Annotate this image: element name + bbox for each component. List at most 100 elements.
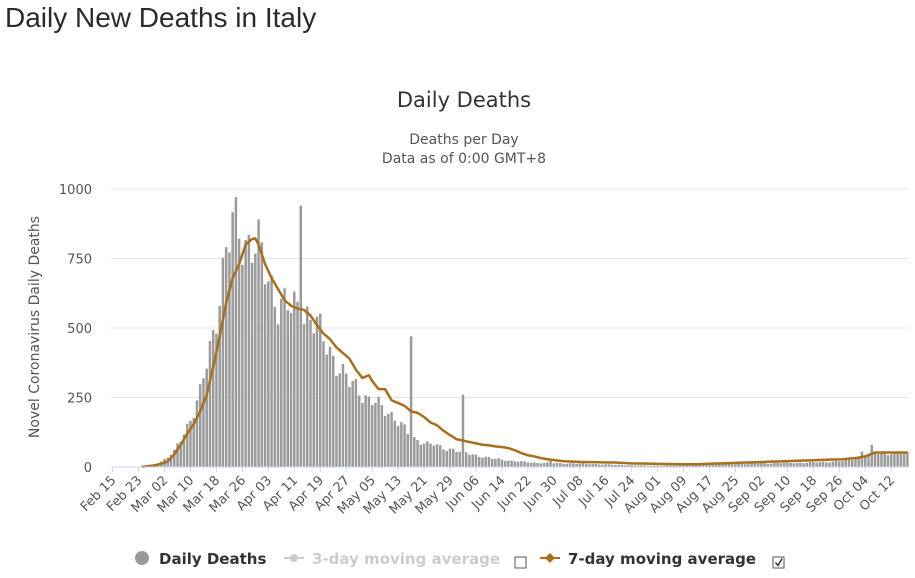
daily-deaths-bar [270,275,273,467]
daily-deaths-bar [464,452,468,467]
daily-deaths-bar [396,426,400,467]
daily-deaths-bar [205,368,208,467]
legend-7day-label: 7-day moving average [568,550,756,568]
daily-deaths-bar [176,443,179,467]
grid-layer: 0 250 500 750 1000 [59,183,909,476]
daily-deaths-bar [507,460,510,467]
daily-deaths-bar [889,454,893,467]
daily-deaths-bar [335,375,338,467]
daily-deaths-bar [685,465,689,467]
daily-deaths-bar [542,463,546,467]
daily-deaths-bar [695,465,698,467]
legend-item-7-day-average[interactable]: 7-day moving average [540,550,785,569]
daily-deaths-bar [630,465,633,467]
daily-deaths-bar [445,451,448,467]
daily-deaths-bar [468,454,471,467]
daily-deaths-bar [367,396,371,467]
daily-deaths-bar [669,465,672,467]
daily-deaths-bar [429,443,432,467]
daily-deaths-bar [763,463,766,467]
daily-deaths-bar [289,312,293,467]
daily-deaths-bar [585,463,588,467]
daily-deaths-bar [400,422,403,467]
daily-deaths-bar [825,462,828,467]
daily-deaths-bar [753,463,757,467]
daily-deaths-bar [594,464,598,467]
daily-deaths-bar [432,445,436,467]
daily-deaths-bar [516,461,520,467]
daily-deaths-bar [789,462,792,467]
daily-deaths-bar [834,460,838,467]
daily-deaths-bar [218,305,221,467]
daily-deaths-bar [614,464,617,467]
legend-daily-deaths-label: Daily Deaths [159,550,266,568]
daily-deaths-bar [520,461,523,467]
daily-deaths-bar [572,463,575,467]
daily-deaths-bar [740,463,744,467]
daily-deaths-bar [607,464,611,467]
daily-deaths-bar [682,465,685,467]
daily-deaths-bar [497,458,500,467]
daily-deaths-bar [876,453,880,467]
daily-deaths-bar [361,402,364,467]
daily-deaths-bar [714,464,718,467]
daily-deaths-bar [348,387,351,467]
daily-deaths-bar [293,291,296,467]
daily-deaths-bar [351,381,354,467]
legend-item-daily-deaths[interactable]: Daily Deaths [135,550,266,568]
daily-deaths-bar [692,464,695,467]
daily-deaths-bar [182,434,186,467]
daily-deaths-bar [675,465,679,467]
daily-deaths-bar [896,452,899,467]
daily-deaths-bar [273,306,277,467]
daily-deaths-bar [458,451,461,467]
line-layer [141,237,908,468]
daily-deaths-bar [831,461,835,467]
daily-deaths-bar [309,319,312,467]
daily-deaths-bar [646,465,650,467]
daily-deaths-bar [455,452,458,467]
daily-deaths-bar [302,324,306,467]
legend-item-3-day-average[interactable]: 3-day moving average [284,550,527,569]
daily-deaths-bar [799,462,802,467]
daily-deaths-bar [838,461,841,467]
daily-deaths-bar [260,242,264,467]
daily-deaths-bar [377,396,380,467]
y-tick-label: 250 [67,392,92,407]
daily-deaths-bar [319,313,322,467]
daily-deaths-bar [338,373,341,467]
daily-deaths-bar [886,455,890,467]
daily-deaths-bar [533,462,536,467]
daily-deaths-bar [880,452,883,467]
daily-deaths-bar [805,462,809,467]
daily-deaths-bar [727,463,731,467]
daily-deaths-bar [718,464,721,467]
daily-deaths-bar [419,444,423,467]
legend-7day-checkbox[interactable] [772,556,785,569]
daily-deaths-bar [276,324,280,467]
legend-3day-marker [290,554,298,562]
daily-deaths-bar [315,316,319,467]
daily-deaths-bar [490,458,494,467]
daily-deaths-bar [484,456,487,467]
daily-deaths-bar [403,424,406,467]
daily-deaths-bar [354,379,358,467]
daily-deaths-bar [575,463,578,467]
legend-3day-checkbox[interactable] [514,556,527,569]
daily-deaths-bar [604,464,607,467]
y-tick-label: 500 [67,322,92,337]
daily-deaths-bar [617,464,620,467]
daily-deaths-bar [341,364,345,467]
daily-deaths-bar [708,464,711,467]
daily-deaths-bar [299,205,303,467]
daily-deaths-bar [555,462,559,467]
daily-deaths-bar [863,456,867,467]
daily-deaths-bar [815,462,818,467]
bars-layer [134,197,909,467]
daily-deaths-bar [234,197,238,467]
daily-deaths-bar [380,405,384,467]
daily-deaths-bar [867,453,870,467]
daily-deaths-bar [773,462,776,467]
daily-deaths-bar [653,465,656,467]
